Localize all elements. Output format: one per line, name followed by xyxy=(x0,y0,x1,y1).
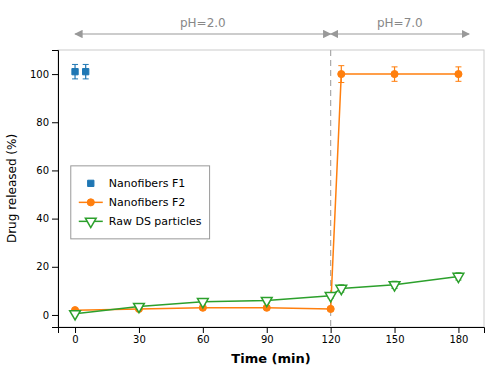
y-tick: 0 xyxy=(43,310,58,321)
y-tick-mark xyxy=(52,74,58,75)
y-axis: 0 20 40 60 80 100 xyxy=(30,51,59,328)
x-axis: 0 30 60 90 120 150 180 xyxy=(59,327,485,345)
x-tick-label: 120 xyxy=(322,334,341,345)
y-axis-line xyxy=(52,51,59,328)
error-bar xyxy=(83,64,89,78)
x-tick: 30 xyxy=(133,327,146,345)
y-tick: 40 xyxy=(36,213,58,224)
legend-label: Nanofibers F2 xyxy=(109,196,185,209)
point xyxy=(327,305,334,312)
legend-entry: Raw DS particles xyxy=(79,215,202,228)
y-tick-mark xyxy=(52,267,58,268)
error-bar-cap xyxy=(338,82,344,83)
error-bar xyxy=(72,64,78,78)
x-tick-mark xyxy=(267,327,268,333)
x-tick-mark xyxy=(203,327,204,333)
y-tick: 100 xyxy=(30,69,58,80)
legend-symbol xyxy=(87,199,94,206)
x-tick-mark xyxy=(331,327,332,333)
x-tick: 0 xyxy=(72,327,78,345)
error-bar xyxy=(455,67,461,81)
point xyxy=(338,71,345,78)
point xyxy=(453,273,464,282)
y-tick: 80 xyxy=(36,117,58,128)
error-bar-cap xyxy=(338,65,344,66)
x-tick: 60 xyxy=(197,327,210,345)
legend-entry: Nanofibers F2 xyxy=(79,196,185,209)
error-bar-cap xyxy=(72,78,78,79)
series xyxy=(72,64,89,78)
error-bar-cap xyxy=(83,64,89,65)
legend: Nanofibers F1 Nanofibers F2 Raw DS particl… xyxy=(71,166,210,239)
x-tick-mark xyxy=(139,327,140,333)
error-bar xyxy=(392,67,398,81)
y-tick-label: 60 xyxy=(36,165,49,176)
y-tick-label: 80 xyxy=(36,117,49,128)
series xyxy=(71,66,462,314)
y-tick-label: 100 xyxy=(30,69,49,80)
x-tick: 90 xyxy=(261,327,274,345)
y-tick-label: 40 xyxy=(36,213,49,224)
legend-label: Nanofibers F1 xyxy=(109,177,185,190)
legend-entry: Nanofibers F1 xyxy=(88,177,186,190)
point xyxy=(72,69,78,75)
point xyxy=(389,282,400,291)
x-tick-mark xyxy=(395,327,396,333)
error-bar-cap xyxy=(392,81,398,82)
series xyxy=(70,273,464,320)
series-line xyxy=(75,276,458,313)
point xyxy=(70,311,81,320)
annotation-arrow xyxy=(331,33,469,34)
x-tick-label: 180 xyxy=(449,334,468,345)
x-axis-title: Time (min) xyxy=(231,351,310,366)
error-bar-cap xyxy=(392,66,398,67)
y-tick: 60 xyxy=(36,165,58,176)
y-axis-title: Drug released (%) xyxy=(5,134,19,243)
point xyxy=(261,297,272,306)
point xyxy=(336,285,347,294)
plot-area xyxy=(70,50,464,327)
point xyxy=(455,71,462,78)
y-tick-mark xyxy=(52,122,58,123)
point xyxy=(391,71,398,78)
legend-symbol xyxy=(85,218,96,227)
x-tick: 180 xyxy=(449,327,468,345)
x-tick-label: 0 xyxy=(72,334,78,345)
point xyxy=(83,69,89,75)
x-axis-line xyxy=(59,328,485,334)
chart: 0 30 60 90 120 150 180 0 20 40 60 80 100 Time (min) Dr… xyxy=(0,0,500,373)
annotation-label: pH=2.0 xyxy=(180,16,226,30)
x-tick-label: 30 xyxy=(133,334,146,345)
x-tick-mark xyxy=(75,327,76,333)
y-tick-label: 0 xyxy=(43,310,49,321)
point xyxy=(197,299,208,308)
point xyxy=(134,303,145,312)
point xyxy=(325,293,336,302)
error-bar xyxy=(338,66,344,83)
annotation-label: pH=7.0 xyxy=(377,16,423,30)
x-tick-label: 150 xyxy=(385,334,404,345)
error-bar-cap xyxy=(72,64,78,65)
x-tick: 120 xyxy=(322,327,341,345)
y-tick-mark xyxy=(52,219,58,220)
x-tick-mark xyxy=(458,327,459,333)
plot-frame xyxy=(58,50,484,327)
x-tick-label: 60 xyxy=(197,334,210,345)
y-tick-label: 20 xyxy=(36,261,49,272)
y-tick: 20 xyxy=(36,261,58,272)
x-tick-label: 90 xyxy=(261,334,274,345)
legend-symbol xyxy=(88,180,94,186)
annotation-arrow xyxy=(75,33,331,34)
y-tick-mark xyxy=(52,170,58,171)
legend-label: Raw DS particles xyxy=(109,215,202,228)
legend-box xyxy=(71,166,210,239)
y-tick-mark xyxy=(52,315,58,316)
error-bar-cap xyxy=(455,81,461,82)
error-bar-cap xyxy=(83,78,89,79)
error-bar-cap xyxy=(455,66,461,67)
x-tick: 150 xyxy=(385,327,404,345)
